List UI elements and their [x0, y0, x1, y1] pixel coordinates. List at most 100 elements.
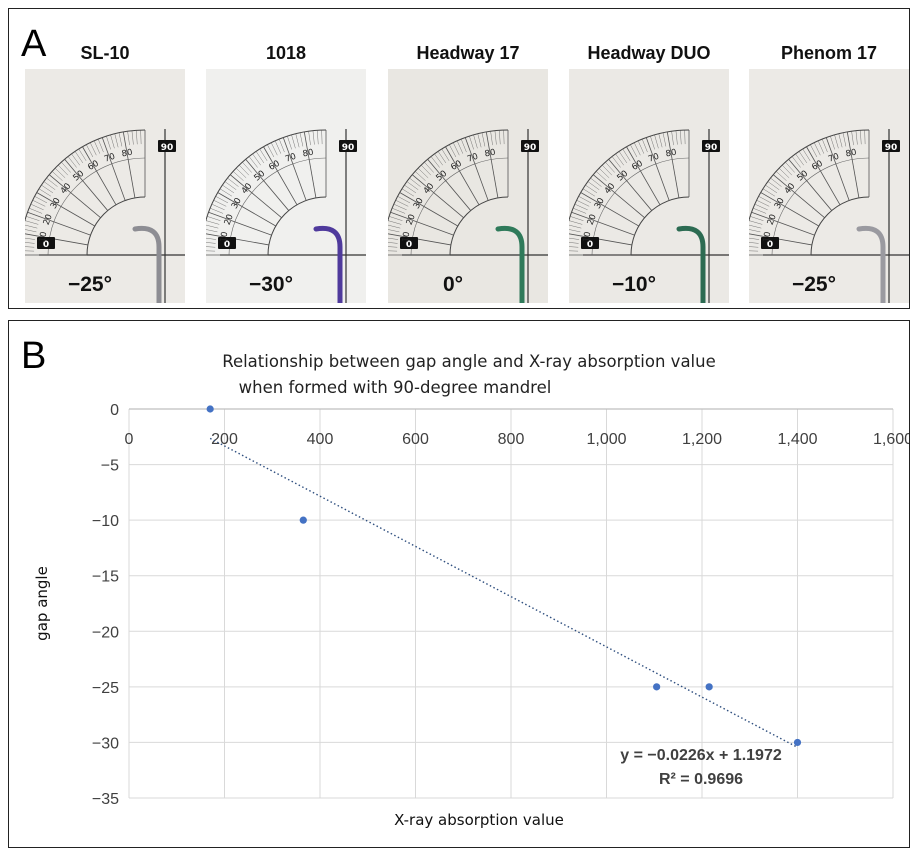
- protractor-label: 70: [647, 152, 661, 165]
- photo-title: Headway DUO: [587, 43, 711, 63]
- protractor-label: 10: [219, 231, 231, 243]
- y-tick-label: −30: [92, 735, 119, 752]
- protractor-label: 0: [767, 240, 773, 250]
- x-tick-label: 1,000: [586, 431, 626, 448]
- panel-b-letter: B: [21, 335, 47, 377]
- protractor-photo: 0 10 20 30 40 50 60 70 80 90 −25°: [749, 69, 909, 303]
- panel-b: B Relationship between gap angle and X-r…: [8, 320, 910, 848]
- x-tick-label: 400: [307, 431, 334, 448]
- chart-title-line1: Relationship between gap angle and X-ray…: [222, 352, 716, 371]
- protractor-label: 50: [434, 169, 449, 184]
- y-tick-label: −15: [92, 569, 119, 586]
- photo-title: Headway 17: [416, 43, 520, 63]
- guidewire: [856, 225, 886, 303]
- protractor-label: 70: [827, 152, 841, 165]
- protractor-label: 90: [885, 143, 898, 153]
- guidewire: [313, 225, 343, 303]
- protractor-label: 40: [240, 181, 255, 196]
- protractor-label: 80: [121, 148, 133, 160]
- x-tick-label: 600: [402, 431, 429, 448]
- y-tick-label: −25: [92, 680, 119, 697]
- protractor-label: 60: [810, 159, 824, 173]
- protractor-label: 80: [845, 148, 857, 160]
- panel-a: A SL-10 0 10 20 30 40 50 60 70 80 90 −25° 1018 0 10 20 3…: [8, 8, 910, 309]
- x-tick-label: 0: [125, 431, 134, 448]
- protractor-label: 90: [524, 143, 537, 153]
- protractor-label: 0: [406, 240, 412, 250]
- data-point: [705, 683, 713, 691]
- protractor-label: 70: [284, 152, 298, 165]
- protractor-label: 30: [412, 196, 426, 210]
- protractor-photo: 0 10 20 30 40 50 60 70 80 90 0°: [388, 69, 548, 303]
- data-point: [299, 516, 307, 524]
- data-point: [653, 683, 661, 691]
- protractor-label: 20: [42, 213, 55, 227]
- protractor-label: 20: [586, 213, 599, 227]
- gap-angle-label: −30°: [248, 273, 294, 296]
- protractor-label: 20: [766, 213, 779, 227]
- protractor-label: 0: [224, 240, 230, 250]
- protractor-photo: 0 10 20 30 40 50 60 70 80 90 −30°: [206, 69, 366, 303]
- protractor-label: 80: [484, 148, 496, 160]
- y-tick-label: −20: [92, 624, 119, 641]
- protractor-label: 10: [38, 231, 50, 243]
- protractor-label: 80: [665, 148, 677, 160]
- photo-title: 1018: [265, 43, 307, 63]
- protractor-label: 70: [103, 152, 117, 165]
- protractor-label: 70: [466, 152, 480, 165]
- scatter-chart: Relationship between gap angle and X-ray…: [33, 352, 909, 829]
- guidewire: [495, 225, 525, 303]
- protractor-label: 60: [630, 159, 644, 173]
- y-tick-label: −5: [101, 458, 119, 475]
- gap-angle-label: −10°: [611, 273, 657, 296]
- protractor-label: 60: [267, 159, 281, 173]
- x-tick-label: 1,400: [777, 431, 817, 448]
- protractor-label: 10: [582, 231, 594, 243]
- protractor-label: 40: [422, 181, 437, 196]
- protractor-label: 90: [705, 143, 718, 153]
- r-squared: R² = 0.9696: [659, 771, 743, 788]
- photo-title: SL-10: [80, 43, 130, 63]
- y-tick-label: −35: [92, 791, 119, 808]
- x-tick-label: 200: [211, 431, 238, 448]
- trendline: [209, 437, 798, 748]
- guidewire: [132, 225, 162, 303]
- protractor-label: 0: [587, 240, 593, 250]
- protractor-label: 50: [252, 169, 267, 184]
- protractor-label: 60: [449, 159, 463, 173]
- x-tick-label: 1,600: [873, 431, 909, 448]
- x-tick-label: 800: [498, 431, 525, 448]
- protractor-label: 10: [401, 231, 413, 243]
- protractor-label: 80: [302, 148, 314, 160]
- gap-angle-label: −25°: [67, 273, 113, 296]
- y-axis-label: gap angle: [33, 566, 51, 641]
- protractor-label: 30: [773, 196, 787, 210]
- gap-angle-label: −25°: [791, 273, 837, 296]
- protractor-label: 30: [593, 196, 607, 210]
- protractor-label: 20: [223, 213, 236, 227]
- protractor-label: 60: [86, 159, 100, 173]
- protractor-photo: 0 10 20 30 40 50 60 70 80 90 −10°: [569, 69, 729, 303]
- protractor-label: 90: [342, 143, 355, 153]
- x-tick-label: 1,200: [682, 431, 722, 448]
- protractor-label: 40: [59, 181, 74, 196]
- protractor-label: 40: [783, 181, 798, 196]
- panel-a-letter: A: [21, 23, 47, 65]
- protractor-label: 50: [615, 169, 630, 184]
- x-axis-label: X-ray absorption value: [394, 811, 564, 829]
- protractor-label: 30: [230, 196, 244, 210]
- protractor-label: 50: [71, 169, 86, 184]
- protractor-photo: 0 10 20 30 40 50 60 70 80 90 −25°: [25, 69, 185, 303]
- protractor-label: 40: [603, 181, 618, 196]
- protractor-label: 50: [795, 169, 810, 184]
- protractor-label: 30: [49, 196, 63, 210]
- protractor-label: 90: [161, 143, 174, 153]
- guidewire: [676, 225, 706, 303]
- protractor-label: 10: [762, 231, 774, 243]
- protractor-label: 0: [43, 240, 49, 250]
